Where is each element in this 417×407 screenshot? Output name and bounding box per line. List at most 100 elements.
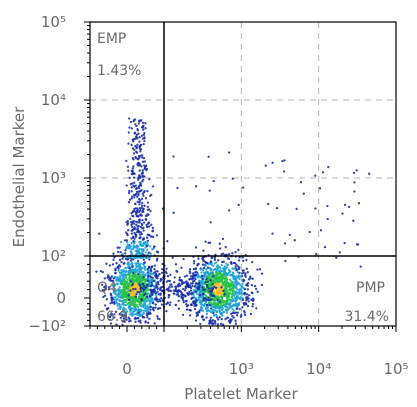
event-dot: [133, 309, 137, 312]
event-dot: [103, 277, 106, 280]
event-dot: [161, 267, 164, 271]
event-dot: [120, 271, 124, 274]
event-dot: [141, 174, 144, 177]
event-dot: [127, 201, 131, 204]
event-dot: [132, 220, 136, 223]
event-dot: [191, 291, 194, 294]
event-dot: [213, 258, 217, 261]
event-dot: [109, 302, 112, 305]
event-dot: [114, 310, 118, 313]
event-dot: [124, 248, 127, 252]
event-dot: [242, 259, 245, 262]
event-dot: [152, 245, 156, 249]
event-dot: [144, 274, 147, 277]
event-dot: [118, 276, 121, 279]
event-dot: [156, 317, 160, 320]
event-dot: [216, 323, 220, 326]
event-dot: [215, 276, 219, 280]
event-dot: [143, 294, 146, 297]
event-dot: [145, 245, 149, 248]
event-dot: [153, 264, 156, 267]
event-dot: [122, 301, 126, 304]
event-dot: [284, 259, 287, 263]
event-dot: [211, 283, 214, 286]
event-dot: [209, 320, 212, 323]
event-dot: [101, 289, 104, 292]
event-dot: [223, 280, 227, 283]
x-tick-label: 10³: [229, 360, 254, 378]
event-dot: [234, 277, 237, 281]
event-dot: [237, 203, 240, 207]
event-dot: [155, 294, 158, 297]
event-dot: [223, 293, 226, 296]
event-dot: [149, 245, 152, 248]
event-dot: [139, 310, 142, 313]
event-dot: [138, 174, 141, 177]
event-dot: [138, 283, 141, 286]
event-dot: [146, 279, 150, 282]
event-dot: [168, 303, 171, 307]
event-dot: [141, 201, 144, 205]
event-dot: [207, 296, 210, 299]
event-dot: [133, 231, 136, 235]
event-dot: [260, 283, 264, 287]
event-dot: [120, 260, 123, 264]
event-dot: [116, 277, 119, 281]
event-dot: [146, 236, 149, 239]
x-tick-label: 0: [122, 360, 132, 378]
event-dot: [114, 269, 117, 272]
event-dot: [231, 304, 235, 307]
event-dot: [308, 230, 311, 234]
event-dot: [213, 295, 216, 298]
event-dot: [238, 292, 241, 296]
event-dot: [167, 296, 170, 299]
event-dot: [138, 278, 141, 281]
event-dot: [139, 262, 142, 265]
event-dot: [234, 251, 237, 254]
event-dot: [199, 276, 202, 279]
event-dot: [183, 289, 187, 292]
event-dot: [157, 283, 160, 286]
event-dot: [249, 312, 253, 316]
event-dot: [174, 303, 178, 307]
event-dot: [155, 299, 158, 302]
event-dot: [352, 171, 356, 175]
event-dot: [185, 302, 188, 306]
event-dot: [235, 263, 238, 266]
event-dot: [200, 301, 203, 304]
event-dot: [178, 276, 181, 279]
event-dot: [338, 251, 341, 254]
event-dot: [347, 205, 351, 209]
event-dot: [205, 303, 209, 307]
event-dot: [130, 173, 133, 176]
event-dot: [140, 197, 144, 200]
quadrant-label-q4-name: Q4: [97, 280, 117, 296]
event-dot: [199, 322, 202, 326]
event-dot: [233, 286, 237, 289]
event-dot: [241, 256, 244, 259]
event-dot: [190, 297, 193, 300]
event-dot: [221, 299, 224, 302]
event-dot: [119, 306, 122, 309]
event-dot: [238, 307, 241, 311]
event-dot: [224, 318, 227, 321]
event-dot: [244, 296, 248, 299]
event-dot: [119, 296, 122, 299]
event-dot: [149, 300, 153, 303]
event-dot: [194, 271, 197, 274]
event-dot: [218, 290, 221, 294]
event-dot: [134, 245, 137, 249]
event-dot: [118, 289, 122, 293]
event-dot: [224, 277, 227, 280]
event-dot: [251, 302, 255, 306]
event-dot: [206, 266, 210, 269]
event-dot: [124, 252, 127, 255]
event-dot: [209, 307, 213, 310]
event-dot: [229, 284, 233, 287]
event-dot: [132, 296, 135, 299]
event-dot: [134, 262, 137, 265]
event-dot: [138, 291, 141, 294]
event-dot: [180, 295, 183, 299]
event-dot: [236, 276, 239, 279]
event-dot: [201, 286, 204, 289]
